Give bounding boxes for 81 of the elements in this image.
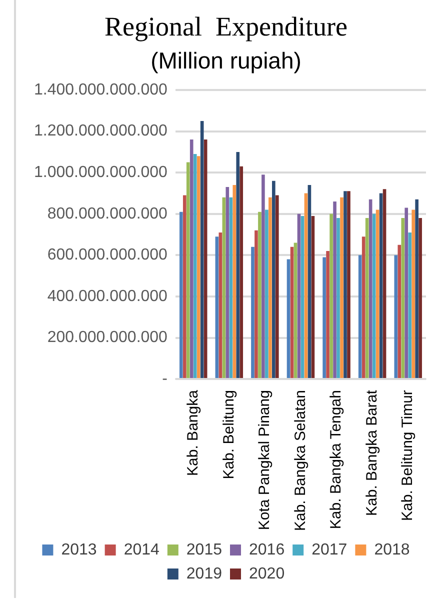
- y-tick-label: 1.200.000.000.000: [34, 122, 168, 140]
- chart-subtitle: (Million rupiah): [150, 48, 302, 74]
- bar: [215, 236, 219, 378]
- bar: [336, 218, 340, 378]
- bar: [236, 152, 240, 378]
- bar: [222, 197, 226, 378]
- legend-label: 2018: [374, 541, 410, 558]
- y-tick-label: 400.000.000.000: [47, 288, 168, 305]
- x-tick-label: Kab. Bangka Barat: [363, 389, 380, 516]
- legend-label: 2019: [186, 565, 222, 582]
- bar: [368, 199, 372, 378]
- bar: [347, 191, 350, 378]
- bar: [358, 255, 362, 378]
- bar: [398, 244, 402, 378]
- bar: [365, 218, 369, 378]
- bar: [376, 210, 380, 378]
- bar: [308, 184, 312, 378]
- bar: [408, 232, 412, 378]
- bar: [322, 257, 326, 378]
- bar: [200, 120, 204, 378]
- x-tick-label: Kota Pangkal Pinang: [256, 390, 274, 530]
- y-tick-label: 200.000.000.000: [47, 329, 168, 346]
- bar: [251, 246, 254, 378]
- bar: [275, 195, 279, 378]
- y-tick-label: 1.000.000.000.000: [34, 164, 168, 181]
- bar: [286, 259, 290, 378]
- bar: [304, 193, 308, 378]
- legend-label: 2016: [249, 541, 285, 558]
- bar: [196, 156, 200, 378]
- bar: [268, 197, 272, 378]
- bar: [412, 210, 415, 378]
- bar: [372, 214, 376, 378]
- bar: [418, 218, 422, 378]
- legend-label: 2015: [186, 541, 222, 558]
- bar: [300, 216, 304, 378]
- bar: [182, 195, 186, 378]
- legend-label: 2020: [249, 565, 285, 582]
- bar: [404, 208, 408, 378]
- bar: [179, 212, 183, 378]
- bar: [262, 174, 265, 378]
- bar: [333, 201, 336, 378]
- bar: [340, 197, 344, 378]
- bar: [382, 189, 386, 378]
- bar: [240, 166, 244, 378]
- legend-label: 2017: [312, 541, 348, 558]
- x-tick-label: Kab. Bangka: [184, 389, 202, 476]
- bar: [326, 251, 330, 378]
- bar: [254, 230, 258, 378]
- bar: [415, 199, 418, 378]
- bar: [204, 140, 208, 378]
- bar: [311, 216, 315, 378]
- bar: [229, 197, 233, 378]
- bar: [362, 236, 366, 378]
- bar: [193, 154, 197, 378]
- x-tick-label: Kab. Belitung: [220, 390, 238, 480]
- y-tick-label: -: [162, 370, 168, 388]
- bar: [294, 242, 298, 378]
- bar: [258, 212, 262, 378]
- bar: [344, 191, 347, 378]
- bar: [218, 232, 222, 378]
- bar: [265, 210, 268, 378]
- bar: [186, 162, 190, 378]
- y-tick-label: 1.400.000.000.000: [34, 81, 168, 98]
- bar: [401, 218, 405, 378]
- bar: [190, 140, 194, 378]
- bar: [394, 255, 398, 378]
- legend-label: 2013: [61, 541, 97, 558]
- bar: [272, 180, 276, 378]
- legend-label: 2014: [124, 541, 160, 558]
- x-tick-label: Kab. Bangka Selatan: [292, 390, 309, 532]
- bar: [297, 214, 301, 378]
- bar: [290, 246, 294, 378]
- y-tick-label: 600.000.000.000: [47, 246, 168, 264]
- bar: [330, 214, 333, 378]
- bar: [226, 187, 230, 378]
- bar: [379, 193, 383, 378]
- x-tick-label: Kab. Belitung Timur: [399, 390, 416, 521]
- bar: [232, 184, 236, 378]
- chart-title: Regional Expenditure: [104, 11, 348, 42]
- x-tick-label: Kab. Bangka Tengah: [328, 390, 345, 530]
- y-tick-label: 800.000.000.000: [47, 205, 168, 222]
